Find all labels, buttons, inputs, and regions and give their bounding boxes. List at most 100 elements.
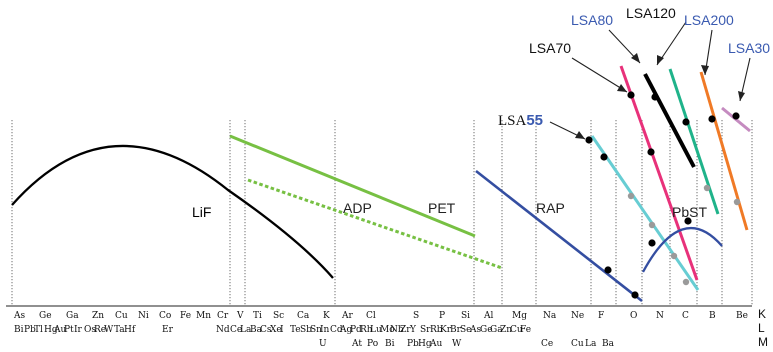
- element-symbol: Rb: [430, 325, 443, 335]
- lsa80-range-line: [668, 68, 720, 215]
- element-symbol: Cu: [115, 311, 128, 321]
- element-symbol: Ni: [138, 311, 149, 321]
- element-symbol: Bi: [14, 325, 24, 335]
- element-symbol: Nd: [216, 325, 230, 335]
- element-symbol: Si: [461, 311, 470, 321]
- lsa55-label: LSA55: [498, 112, 543, 129]
- element-symbol: Zr: [400, 325, 411, 335]
- lsa70-range-line: [619, 65, 699, 281]
- element-symbol: I: [280, 325, 284, 335]
- pbst-label: PbST: [672, 204, 707, 220]
- element-symbol: Bi: [385, 339, 395, 349]
- element-symbol: Se: [460, 325, 472, 335]
- lsa55-suffix: 55: [526, 112, 543, 129]
- element-symbol: Cs: [260, 325, 272, 335]
- element-symbol: La: [240, 325, 252, 335]
- element-symbol: Kr: [440, 325, 452, 335]
- lsa200-label: LSA200: [684, 12, 734, 28]
- element-symbol: S: [413, 311, 419, 321]
- element-symbol: Hg: [44, 325, 58, 335]
- element-symbol: Sb: [300, 325, 312, 335]
- element-symbol: Ta: [114, 325, 125, 335]
- adp-label: ADP: [343, 200, 372, 216]
- element-row-1: As Ge Ga Zn Cu Ni Co Fe Mn Cr V Ti Sc Ca K Ar Cl S P Si Al Mg…: [13, 311, 748, 321]
- element-symbol: Re: [94, 325, 106, 335]
- element-symbol: Lu: [370, 325, 382, 335]
- element-symbol: F: [598, 311, 604, 321]
- element-symbol: Mn: [196, 311, 211, 321]
- element-symbol: Ce: [230, 325, 242, 335]
- arrow-heads: [575, 53, 745, 139]
- lsa120-label: LSA120: [626, 5, 676, 21]
- element-symbol: Co: [159, 311, 171, 321]
- rap-range-line: [475, 169, 643, 303]
- element-symbol: V: [236, 311, 244, 321]
- element-symbol: Pd: [350, 325, 362, 335]
- element-symbol: Ba: [602, 339, 615, 349]
- element-symbol: In: [320, 325, 330, 335]
- pet-label: PET: [428, 200, 456, 216]
- lif-label: LiF: [192, 204, 211, 220]
- element-symbol: Pt: [64, 325, 74, 335]
- element-symbol: At: [351, 339, 362, 349]
- lsa55-prefix: LSA: [498, 113, 527, 129]
- line-label-l: L: [758, 321, 765, 335]
- pbst-range-curve: [641, 227, 723, 273]
- element-symbol: Mg: [512, 311, 527, 321]
- element-symbol: Te: [290, 325, 301, 335]
- element-symbol: Zn: [500, 325, 512, 335]
- element-symbol: Ti: [253, 311, 262, 321]
- element-symbol: Cu: [510, 325, 523, 335]
- element-symbol: Ga: [490, 325, 503, 335]
- element-symbol: Ir: [74, 325, 83, 335]
- element-symbol: Au: [429, 339, 442, 349]
- element-symbol: Fe: [520, 325, 531, 335]
- rap-label: RAP: [536, 200, 565, 216]
- line-label-k: K: [758, 307, 766, 321]
- element-symbol: N: [656, 311, 664, 321]
- element-symbol: Hf: [124, 325, 136, 335]
- element-symbol: As: [13, 311, 25, 321]
- element-symbol: Ag: [339, 325, 352, 335]
- element-symbol: Xe: [270, 325, 282, 335]
- element-symbol: Mo: [380, 325, 395, 335]
- adp-range-line: [247, 178, 503, 270]
- element-symbol: Ce: [541, 339, 553, 349]
- lsa70-label: LSA70: [529, 40, 571, 56]
- lsa120-range-line: [643, 73, 696, 168]
- element-symbol: W: [104, 325, 114, 335]
- element-symbol: Cr: [217, 311, 229, 321]
- element-symbol: Sr: [420, 325, 431, 335]
- element-symbol: B: [709, 311, 716, 321]
- element-symbol: Pb: [407, 339, 419, 349]
- lsa80-label: LSA80: [571, 12, 613, 28]
- element-symbol: Br: [450, 325, 462, 335]
- element-symbol: Po: [367, 339, 378, 349]
- element-symbol: Al: [483, 311, 493, 321]
- gray-markers: [627, 184, 741, 286]
- element-symbol: Au: [53, 325, 66, 335]
- pet-range-line: [229, 134, 476, 238]
- element-symbol: U: [319, 339, 327, 349]
- element-symbol: Ge: [39, 311, 52, 321]
- element-symbol: As: [469, 325, 481, 335]
- element-symbol: Hg: [418, 339, 432, 349]
- element-symbol: Tl: [34, 325, 43, 335]
- element-symbol: W: [452, 339, 462, 349]
- element-symbol: Ne: [571, 311, 584, 321]
- divider-lines: [11, 120, 753, 306]
- element-symbol: Sc: [273, 311, 284, 321]
- lsa55-range-line: [590, 135, 700, 291]
- element-symbol: C: [682, 311, 689, 321]
- element-symbol: Be: [736, 311, 748, 321]
- element-symbol: Cl: [366, 311, 376, 321]
- element-symbol: Pb: [24, 325, 36, 335]
- element-symbol: Ba: [250, 325, 263, 335]
- element-symbol: Os: [84, 325, 96, 335]
- element-symbol: Zn: [92, 311, 104, 321]
- element-symbol: Cu: [571, 339, 584, 349]
- element-symbol: Y: [409, 325, 417, 335]
- element-symbol: P: [439, 311, 445, 321]
- element-symbol: Ge: [480, 325, 493, 335]
